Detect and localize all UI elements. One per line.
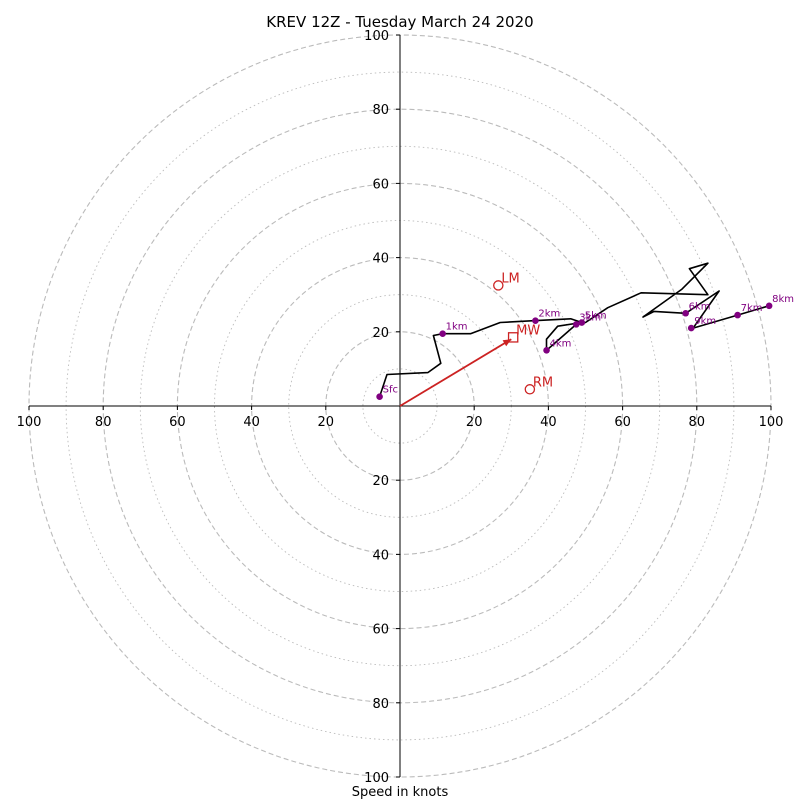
height-marker-6km — [682, 309, 689, 317]
y-tick-label: 20 — [372, 326, 389, 341]
x-tick-label: 40 — [243, 415, 260, 430]
height-label-1km: 1km — [446, 322, 468, 333]
height-marker-sfc — [376, 393, 383, 401]
tick-labels: 20 20 20 20 40 40 40 40 60 60 60 60 80 80 80 80 100 100 10… — [17, 29, 784, 786]
x-axis-label: Speed in knots — [352, 785, 449, 800]
y-tick-label: 100 — [364, 771, 389, 786]
rm-marker — [524, 384, 536, 395]
x-tick-label: 100 — [17, 415, 42, 430]
height-marker-7km — [734, 311, 741, 319]
y-tick-label: 100 — [364, 29, 389, 44]
height-label-sfc: Sfc — [383, 385, 398, 396]
lm-marker — [493, 280, 504, 291]
height-marker-2km — [532, 317, 539, 324]
x-tick-label: 100 — [759, 415, 784, 430]
y-tick-label: 40 — [372, 548, 389, 563]
height-markers: Sfc 1km 2km 3km 4km 5km 6km 7km 8km 9km — [376, 294, 794, 401]
chart-title: KREV 12Z - Tuesday March 24 2020 — [266, 13, 533, 31]
mw-marker — [507, 332, 519, 343]
x-tick-label: 80 — [95, 415, 112, 430]
lm-label: LM — [501, 271, 519, 286]
height-label-6km: 6km — [689, 301, 711, 312]
y-tick-label: 60 — [372, 623, 389, 638]
height-marker-4km — [543, 347, 550, 354]
height-marker-5km — [578, 319, 586, 326]
x-tick-label: 60 — [614, 415, 631, 430]
x-tick-label: 20 — [318, 415, 335, 430]
storm-motion-arrow — [399, 338, 512, 407]
height-label-3km: 3km — [579, 312, 601, 323]
height-marker-3km — [572, 321, 580, 328]
y-tick-label: 60 — [372, 177, 389, 192]
height-label-5km: 5km — [585, 311, 607, 322]
x-tick-label: 20 — [466, 415, 483, 430]
height-label-2km: 2km — [538, 309, 560, 320]
y-tick-label: 40 — [372, 252, 389, 267]
y-tick-label: 80 — [372, 103, 389, 118]
height-marker-9km — [687, 324, 695, 332]
y-tick-label: 20 — [372, 474, 389, 489]
y-tick-label: 80 — [372, 697, 389, 712]
rm-label: RM — [533, 375, 553, 390]
mw-label: MW — [516, 323, 540, 338]
storm-motion-markers: LM RM MW — [493, 271, 553, 395]
height-label-4km: 4km — [550, 338, 572, 349]
height-label-8km: 8km — [772, 294, 794, 305]
x-tick-label: 40 — [540, 415, 557, 430]
x-tick-label: 80 — [689, 415, 706, 430]
height-marker-1km — [439, 330, 446, 337]
x-tick-label: 60 — [169, 415, 186, 430]
height-label-9km: 9km — [694, 316, 716, 327]
height-label-7km: 7km — [741, 303, 763, 314]
height-marker-8km — [765, 302, 773, 310]
